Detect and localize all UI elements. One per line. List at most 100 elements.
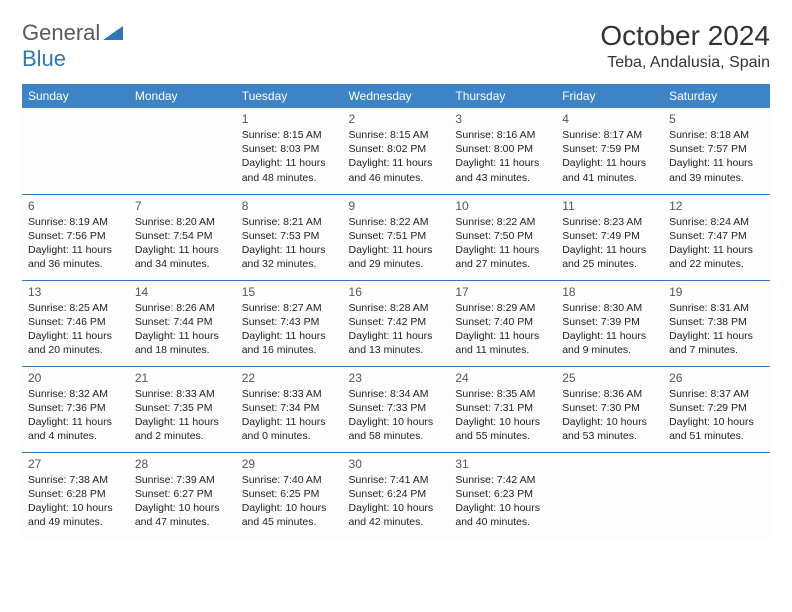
- day-number: 23: [349, 371, 444, 385]
- day-number: 1: [242, 112, 337, 126]
- sunset-line: Sunset: 8:03 PM: [242, 142, 337, 156]
- day-number: 13: [28, 285, 123, 299]
- sunset-line: Sunset: 7:50 PM: [455, 229, 550, 243]
- sunrise-line: Sunrise: 8:19 AM: [28, 215, 123, 229]
- sunset-line: Sunset: 7:40 PM: [455, 315, 550, 329]
- sunrise-line: Sunrise: 8:33 AM: [135, 387, 230, 401]
- sunset-line: Sunset: 7:44 PM: [135, 315, 230, 329]
- sunrise-line: Sunrise: 8:15 AM: [349, 128, 444, 142]
- daylight-line: Daylight: 10 hours and 42 minutes.: [349, 501, 444, 529]
- sunset-line: Sunset: 6:23 PM: [455, 487, 550, 501]
- daylight-line: Daylight: 10 hours and 51 minutes.: [669, 415, 764, 443]
- daylight-line: Daylight: 11 hours and 48 minutes.: [242, 156, 337, 184]
- calendar-day: 24Sunrise: 8:35 AMSunset: 7:31 PMDayligh…: [449, 366, 556, 452]
- sunset-line: Sunset: 7:56 PM: [28, 229, 123, 243]
- day-number: 7: [135, 199, 230, 213]
- sunset-line: Sunset: 7:34 PM: [242, 401, 337, 415]
- sunset-line: Sunset: 7:46 PM: [28, 315, 123, 329]
- day-number: 20: [28, 371, 123, 385]
- daylight-line: Daylight: 10 hours and 55 minutes.: [455, 415, 550, 443]
- day-number: 3: [455, 112, 550, 126]
- day-number: 28: [135, 457, 230, 471]
- calendar-day: 11Sunrise: 8:23 AMSunset: 7:49 PMDayligh…: [556, 194, 663, 280]
- sunset-line: Sunset: 8:02 PM: [349, 142, 444, 156]
- calendar-day: 31Sunrise: 7:42 AMSunset: 6:23 PMDayligh…: [449, 452, 556, 538]
- calendar-day: 20 Sunrise: 8:32 AMSunset: 7:36 PMDayligh…: [22, 366, 129, 452]
- sunrise-line: Sunrise: 7:41 AM: [349, 473, 444, 487]
- sunrise-line: Sunrise: 8:32 AM: [28, 387, 123, 401]
- daylight-line: Daylight: 11 hours and 9 minutes.: [562, 329, 657, 357]
- sunset-line: Sunset: 8:00 PM: [455, 142, 550, 156]
- sunset-line: Sunset: 7:43 PM: [242, 315, 337, 329]
- sunrise-line: Sunrise: 8:23 AM: [562, 215, 657, 229]
- day-header: Saturday: [663, 84, 770, 108]
- calendar-day: 22Sunrise: 8:33 AMSunset: 7:34 PMDayligh…: [236, 366, 343, 452]
- day-number: 19: [669, 285, 764, 299]
- daylight-line: Daylight: 11 hours and 16 minutes.: [242, 329, 337, 357]
- daylight-line: Daylight: 11 hours and 36 minutes.: [28, 243, 123, 271]
- sunrise-line: Sunrise: 8:16 AM: [455, 128, 550, 142]
- brand-triangle-icon: [103, 20, 123, 45]
- title-block: October 2024 Teba, Andalusia, Spain: [600, 20, 770, 72]
- sunrise-line: Sunrise: 8:30 AM: [562, 301, 657, 315]
- sunrise-line: Sunrise: 8:37 AM: [669, 387, 764, 401]
- daylight-line: Daylight: 11 hours and 20 minutes.: [28, 329, 123, 357]
- sunset-line: Sunset: 6:24 PM: [349, 487, 444, 501]
- calendar-day: 2Sunrise: 8:15 AMSunset: 8:02 PMDaylight…: [343, 108, 450, 194]
- day-header: Tuesday: [236, 84, 343, 108]
- sunrise-line: Sunrise: 8:25 AM: [28, 301, 123, 315]
- sunrise-line: Sunrise: 8:20 AM: [135, 215, 230, 229]
- sunset-line: Sunset: 7:33 PM: [349, 401, 444, 415]
- calendar-day: 23Sunrise: 8:34 AMSunset: 7:33 PMDayligh…: [343, 366, 450, 452]
- calendar-day: 1 Sunrise: 8:15 AMSunset: 8:03 PMDaylight…: [236, 108, 343, 194]
- sunrise-line: Sunrise: 8:15 AM: [242, 128, 337, 142]
- calendar-day: 4Sunrise: 8:17 AMSunset: 7:59 PMDaylight…: [556, 108, 663, 194]
- day-header: Thursday: [449, 84, 556, 108]
- day-number: 24: [455, 371, 550, 385]
- month-title: October 2024: [600, 20, 770, 52]
- day-number: 21: [135, 371, 230, 385]
- brand-part2: Blue: [22, 46, 66, 71]
- daylight-line: Daylight: 11 hours and 7 minutes.: [669, 329, 764, 357]
- calendar-day: 12Sunrise: 8:24 AMSunset: 7:47 PMDayligh…: [663, 194, 770, 280]
- sunrise-line: Sunrise: 8:22 AM: [349, 215, 444, 229]
- sunrise-line: Sunrise: 8:28 AM: [349, 301, 444, 315]
- calendar-day: 30 Sunrise: 7:41 AMSunset: 6:24 PMDayligh…: [343, 452, 450, 538]
- calendar-day: 8Sunrise: 8:21 AMSunset: 7:53 PMDaylight…: [236, 194, 343, 280]
- sunrise-line: Sunrise: 8:27 AM: [242, 301, 337, 315]
- calendar-day: 29Sunrise: 7:40 AMSunset: 6:25 PMDayligh…: [236, 452, 343, 538]
- calendar-day: 16Sunrise: 8:28 AMSunset: 7:42 PMDayligh…: [343, 280, 450, 366]
- calendar-day: 3Sunrise: 8:16 AMSunset: 8:00 PMDaylight…: [449, 108, 556, 194]
- sunset-line: Sunset: 6:27 PM: [135, 487, 230, 501]
- calendar-day: 19Sunrise: 8:31 AMSunset: 7:38 PMDayligh…: [663, 280, 770, 366]
- day-number: 30: [349, 457, 444, 471]
- day-number: 16: [349, 285, 444, 299]
- sunrise-line: Sunrise: 7:38 AM: [28, 473, 123, 487]
- daylight-line: Daylight: 11 hours and 4 minutes.: [28, 415, 123, 443]
- sunset-line: Sunset: 7:36 PM: [28, 401, 123, 415]
- sunrise-line: Sunrise: 7:39 AM: [135, 473, 230, 487]
- daylight-line: Daylight: 11 hours and 22 minutes.: [669, 243, 764, 271]
- day-header: Wednesday: [343, 84, 450, 108]
- day-number: 26: [669, 371, 764, 385]
- sunset-line: Sunset: 7:31 PM: [455, 401, 550, 415]
- calendar-week: 20Sunrise: 8:32 AMSunset: 7:36 PMDayligh…: [22, 366, 770, 452]
- day-number: 8: [242, 199, 337, 213]
- sunrise-line: Sunrise: 8:26 AM: [135, 301, 230, 315]
- day-number: 2: [349, 112, 444, 126]
- brand-text: General Blue: [22, 20, 123, 72]
- daylight-line: Daylight: 11 hours and 32 minutes.: [242, 243, 337, 271]
- day-number: 4: [562, 112, 657, 126]
- sunset-line: Sunset: 7:42 PM: [349, 315, 444, 329]
- sunrise-line: Sunrise: 8:34 AM: [349, 387, 444, 401]
- daylight-line: Daylight: 11 hours and 39 minutes.: [669, 156, 764, 184]
- sunset-line: Sunset: 7:30 PM: [562, 401, 657, 415]
- calendar-day: 13 Sunrise: 8:25 AMSunset: 7:46 PMDayligh…: [22, 280, 129, 366]
- calendar-day-empty: [556, 452, 663, 538]
- calendar-week: 27Sunrise: 7:38 AMSunset: 6:28 PMDayligh…: [22, 452, 770, 538]
- calendar-day: 27Sunrise: 7:38 AMSunset: 6:28 PMDayligh…: [22, 452, 129, 538]
- sunrise-line: Sunrise: 8:22 AM: [455, 215, 550, 229]
- header: General Blue October 2024 Teba, Andalusi…: [22, 20, 770, 72]
- calendar-body: 1Sunrise: 8:15 AMSunset: 8:03 PMDaylight…: [22, 108, 770, 538]
- day-number: 10: [455, 199, 550, 213]
